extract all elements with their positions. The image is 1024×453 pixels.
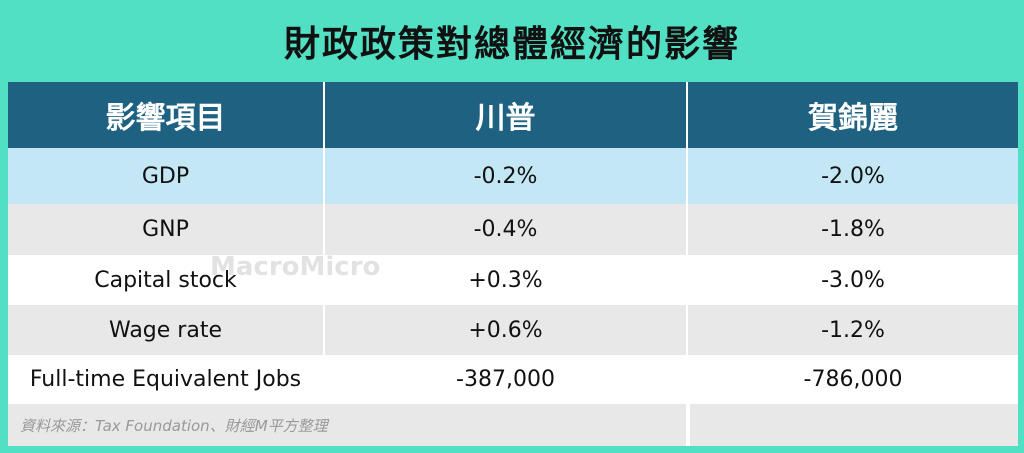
- header-cell: 賀錦麗: [688, 82, 1018, 148]
- table-cell: GNP: [8, 204, 325, 255]
- table-cell: GDP: [8, 148, 325, 204]
- table-cell: -387,000: [325, 355, 688, 404]
- source-blank: [688, 404, 1018, 446]
- table-row: Capital stock +0.3% -3.0%: [8, 255, 1018, 305]
- table-cell: -1.8%: [688, 204, 1018, 255]
- table-cell: -2.0%: [688, 148, 1018, 204]
- table-cell: Capital stock: [8, 255, 325, 305]
- table-cell: -786,000: [688, 355, 1018, 404]
- table-cell: +0.6%: [325, 305, 688, 355]
- header-cell: 川普: [325, 82, 688, 148]
- table-cell: -0.4%: [325, 204, 688, 255]
- table-row: GNP -0.4% -1.8%: [8, 204, 1018, 255]
- table-cell: -3.0%: [688, 255, 1018, 305]
- source-text: 資料來源：Tax Foundation、財經M平方整理: [8, 404, 688, 446]
- table-cell: +0.3%: [325, 255, 688, 305]
- header-cell: 影響項目: [8, 82, 325, 148]
- table-row: GDP -0.2% -2.0%: [8, 148, 1018, 204]
- table-cell: Wage rate: [8, 305, 325, 355]
- table-cell: -1.2%: [688, 305, 1018, 355]
- table-cell: -0.2%: [325, 148, 688, 204]
- title: 財政政策對總體經濟的影響: [283, 24, 740, 65]
- table-row: Full-time Equivalent Jobs -387,000 -786,00…: [8, 355, 1018, 404]
- source-row: 資料來源：Tax Foundation、財經M平方整理: [8, 404, 1018, 446]
- table-row: Wage rate +0.6% -1.2%: [8, 305, 1018, 355]
- header-row: 影響項目 川普 賀錦麗: [8, 82, 1018, 148]
- table: 影響項目 川普 賀錦麗 GDP -0.2% -2.0% GNP -0.4% -1.8% Capit…: [8, 82, 1018, 446]
- table-cell: Full-time Equivalent Jobs: [8, 355, 325, 404]
